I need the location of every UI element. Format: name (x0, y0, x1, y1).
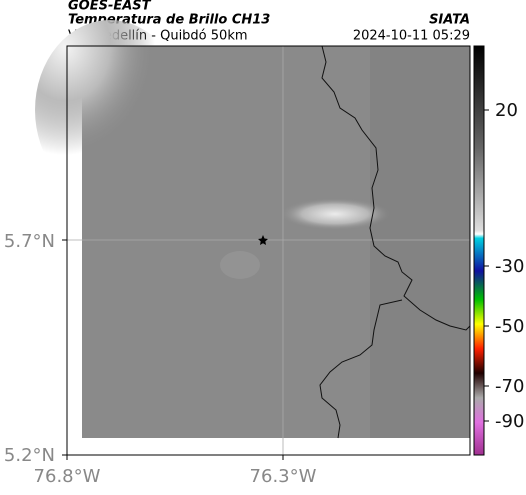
colorbar-label: -50 (495, 316, 524, 337)
cloud (35, 20, 185, 200)
image-dark-region (370, 46, 470, 438)
source: SIATA (429, 13, 470, 28)
colorbar-ticks (484, 109, 489, 422)
colorbar-label: -70 (495, 376, 524, 397)
cloud (280, 198, 390, 230)
cloud (220, 251, 260, 279)
colorbar-label: -90 (495, 411, 524, 432)
border (319, 45, 471, 439)
lon-label: 76.3°W (250, 466, 317, 487)
colorbar-label: 20 (495, 100, 518, 121)
lat-label: 5.7°N (4, 231, 55, 252)
map-frame (66, 45, 471, 456)
lat-label: 5.2°N (4, 445, 55, 466)
datetime: 2024-10-11 05:29 (353, 29, 470, 44)
colorbar (473, 45, 485, 456)
lon-label: 76.8°W (34, 466, 101, 487)
colorbar-label: -30 (495, 256, 524, 277)
title: GOES-EAST (68, 0, 152, 14)
location-marker (258, 235, 268, 245)
